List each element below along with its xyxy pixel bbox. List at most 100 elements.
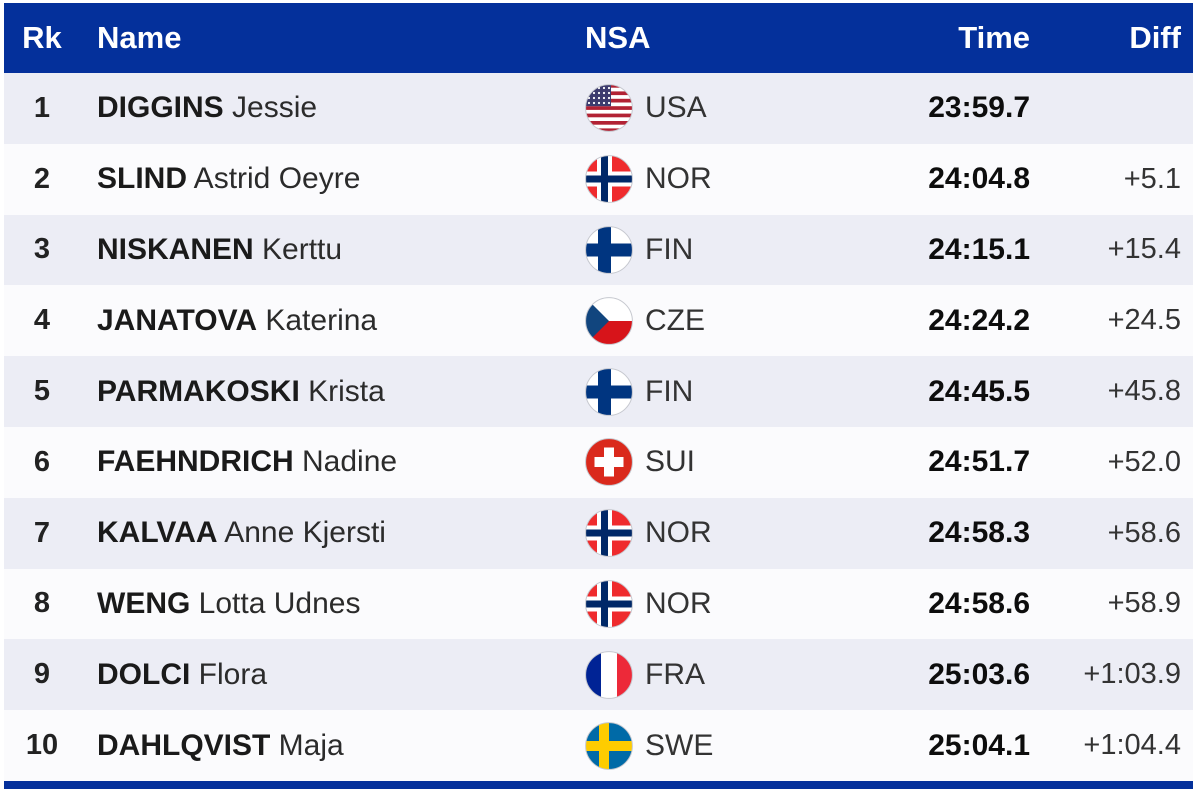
results-table: Rk Name NSA Time Diff 1 DIGGINS Jessie US… [4, 3, 1193, 789]
flag-usa-icon [585, 84, 633, 133]
last-name: FAEHNDRICH [97, 445, 294, 479]
nsa-code: NOR [645, 586, 712, 620]
flag-fin-icon [585, 226, 633, 274]
flag-cze-icon [585, 296, 633, 345]
table-row[interactable]: 6 FAEHNDRICH Nadine SUI 24:51.7 +52.0 [4, 426, 1193, 498]
last-name: JANATOVA [97, 303, 258, 337]
header-nsa: NSA [585, 20, 651, 55]
nsa-cell: USA [585, 84, 749, 133]
rank-value: 4 [33, 304, 51, 337]
first-name: Krista [299, 374, 385, 408]
last-name: WENG [97, 586, 191, 620]
first-name: Nadine [293, 445, 398, 479]
table-row[interactable]: 5 PARMAKOSKI Krista FIN 24:45.5 +45.8 [4, 356, 1193, 427]
nsa-cell: CZE [585, 296, 749, 345]
time-value: 24:58.3 [928, 516, 1030, 550]
diff-value: +45.8 [1107, 375, 1181, 408]
diff-value: +24.5 [1107, 304, 1181, 337]
first-name: Maja [270, 728, 344, 762]
first-name: Jessie [223, 91, 318, 125]
table-header-row: Rk Name NSA Time Diff [4, 3, 1193, 73]
nsa-code: NOR [645, 516, 712, 550]
time-value: 23:59.7 [928, 91, 1030, 125]
first-name: Lotta Udnes [190, 586, 361, 620]
last-name: NISKANEN [97, 232, 254, 266]
athlete-name: DAHLQVIST Maja [80, 729, 585, 763]
rank-value: 2 [33, 162, 51, 195]
flag-fin-icon [585, 367, 633, 416]
first-name: Kerttu [253, 232, 343, 266]
diff-value: +5.1 [1123, 162, 1181, 195]
last-name: PARMAKOSKI [97, 374, 300, 408]
flag-fra-icon [585, 650, 633, 699]
athlete-name: PARMAKOSKI Krista [80, 375, 585, 409]
flag-nor-icon [585, 580, 633, 628]
table-row[interactable]: 9 DOLCI Flora FRA 25:03.6 +1:03.9 [4, 639, 1193, 711]
time-value: 25:03.6 [928, 657, 1030, 691]
table-body: 1 DIGGINS Jessie USA 23:59.7 2 SLIND Astrid … [4, 73, 1193, 781]
nsa-code: FRA [645, 657, 705, 691]
athlete-name: SLIND Astrid Oeyre [80, 162, 585, 196]
table-row[interactable]: 10 DAHLQVIST Maja SWE 25:04.1 +1:04.4 [4, 710, 1193, 781]
athlete-name: NISKANEN Kerttu [80, 233, 585, 267]
rank-value: 8 [33, 587, 51, 620]
last-name: DIGGINS [97, 91, 224, 125]
diff-value: +58.6 [1107, 516, 1181, 549]
time-value: 24:24.2 [928, 303, 1030, 337]
rank-value: 3 [33, 233, 51, 266]
nsa-cell: FIN [585, 226, 749, 274]
last-name: SLIND [97, 162, 187, 196]
first-name: Katerina [257, 303, 378, 337]
nsa-code: SUI [645, 445, 696, 479]
time-value: 24:15.1 [928, 232, 1030, 266]
diff-value: +58.9 [1107, 587, 1181, 620]
nsa-cell: NOR [585, 155, 749, 204]
rank-value: 6 [33, 445, 51, 478]
time-value: 24:45.5 [928, 374, 1030, 408]
header-rank: Rk [22, 20, 62, 55]
athlete-name: JANATOVA Katerina [80, 304, 585, 338]
table-row[interactable]: 1 DIGGINS Jessie USA 23:59.7 [4, 73, 1193, 144]
table-row[interactable]: 7 KALVAA Anne Kjersti NOR 24:58.3 +58.6 [4, 497, 1193, 569]
athlete-name: FAEHNDRICH Nadine [80, 445, 585, 479]
last-name: DAHLQVIST [97, 728, 271, 762]
time-value: 25:04.1 [928, 728, 1030, 762]
time-value: 24:58.6 [928, 586, 1030, 620]
rank-value: 10 [25, 729, 59, 762]
nsa-cell: FIN [585, 367, 749, 416]
rank-value: 9 [33, 658, 51, 691]
nsa-code: USA [645, 91, 707, 125]
rank-value: 7 [33, 516, 51, 549]
flag-sui-icon [585, 438, 633, 487]
rank-value: 1 [33, 91, 51, 124]
athlete-name: KALVAA Anne Kjersti [80, 516, 585, 550]
flag-swe-icon [585, 721, 633, 770]
nsa-code: FIN [645, 374, 694, 408]
rank-value: 5 [33, 375, 51, 408]
last-name: KALVAA [97, 516, 218, 550]
nsa-code: SWE [645, 728, 714, 762]
table-row[interactable]: 8 WENG Lotta Udnes NOR 24:58.6 +58.9 [4, 568, 1193, 640]
nsa-cell: NOR [585, 509, 749, 558]
diff-value: +1:04.4 [1083, 729, 1181, 762]
athlete-name: WENG Lotta Udnes [80, 587, 585, 621]
nsa-cell: FRA [585, 650, 749, 699]
header-name: Name [97, 20, 182, 55]
nsa-cell: SUI [585, 438, 749, 487]
last-name: DOLCI [97, 657, 191, 691]
nsa-code: CZE [645, 303, 705, 337]
table-row[interactable]: 4 JANATOVA Katerina CZE 24:24.2 +24.5 [4, 285, 1193, 357]
nsa-cell: SWE [585, 721, 749, 770]
time-value: 24:51.7 [928, 445, 1030, 479]
table-bottom-bar [4, 780, 1193, 789]
flag-nor-icon [585, 155, 633, 204]
table-row[interactable]: 3 NISKANEN Kerttu FIN 24:15.1 +15.4 [4, 214, 1193, 286]
athlete-name: DIGGINS Jessie [80, 91, 585, 125]
table-row[interactable]: 2 SLIND Astrid Oeyre NOR 24:04.8 +5.1 [4, 143, 1193, 215]
diff-value: +15.4 [1107, 233, 1181, 266]
first-name: Anne Kjersti [217, 516, 386, 550]
athlete-name: DOLCI Flora [80, 658, 585, 692]
time-value: 24:04.8 [928, 162, 1030, 196]
diff-value: +1:03.9 [1083, 658, 1181, 691]
header-diff: Diff [1129, 20, 1181, 55]
